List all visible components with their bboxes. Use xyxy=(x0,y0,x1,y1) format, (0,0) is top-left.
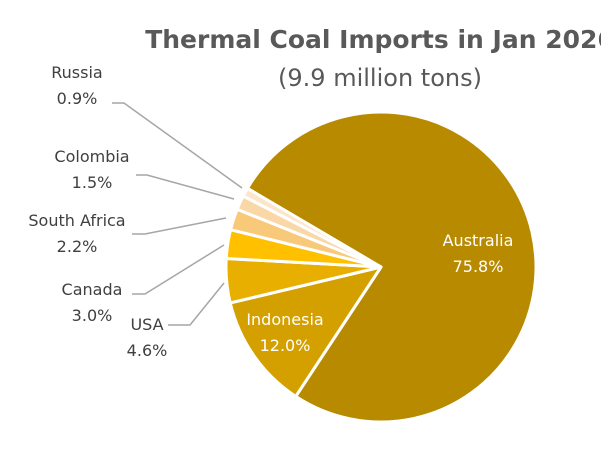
leader-line xyxy=(136,174,235,200)
leader-line xyxy=(132,217,227,235)
data-label-category: Canada xyxy=(62,280,123,299)
pie-slice-indonesia xyxy=(228,265,383,398)
chart-title: Thermal Coal Imports in Jan 2026 xyxy=(145,25,601,54)
data-label-category: Indonesia xyxy=(246,310,323,329)
data-label-category: Australia xyxy=(443,231,514,250)
leader-line xyxy=(168,282,225,326)
data-label-category: Colombia xyxy=(54,147,129,166)
data-label-value: 4.6% xyxy=(127,341,168,360)
data-label-value: 75.8% xyxy=(453,257,504,276)
data-label-value: 2.2% xyxy=(57,237,98,256)
data-label-value: 0.9% xyxy=(57,89,98,108)
pie-slice-australia xyxy=(245,110,538,424)
leader-line xyxy=(132,244,225,295)
data-label-value: 3.0% xyxy=(72,306,113,325)
data-label-category: USA xyxy=(130,315,163,334)
data-label-category: South Africa xyxy=(28,211,125,230)
chart-subtitle: (9.9 million tons) xyxy=(278,64,482,92)
data-label-category: Russia xyxy=(51,63,102,82)
data-label-value: 1.5% xyxy=(72,173,113,192)
data-label-value: 12.0% xyxy=(260,336,311,355)
leader-line xyxy=(112,102,243,189)
pie-slice-russia xyxy=(241,186,383,269)
